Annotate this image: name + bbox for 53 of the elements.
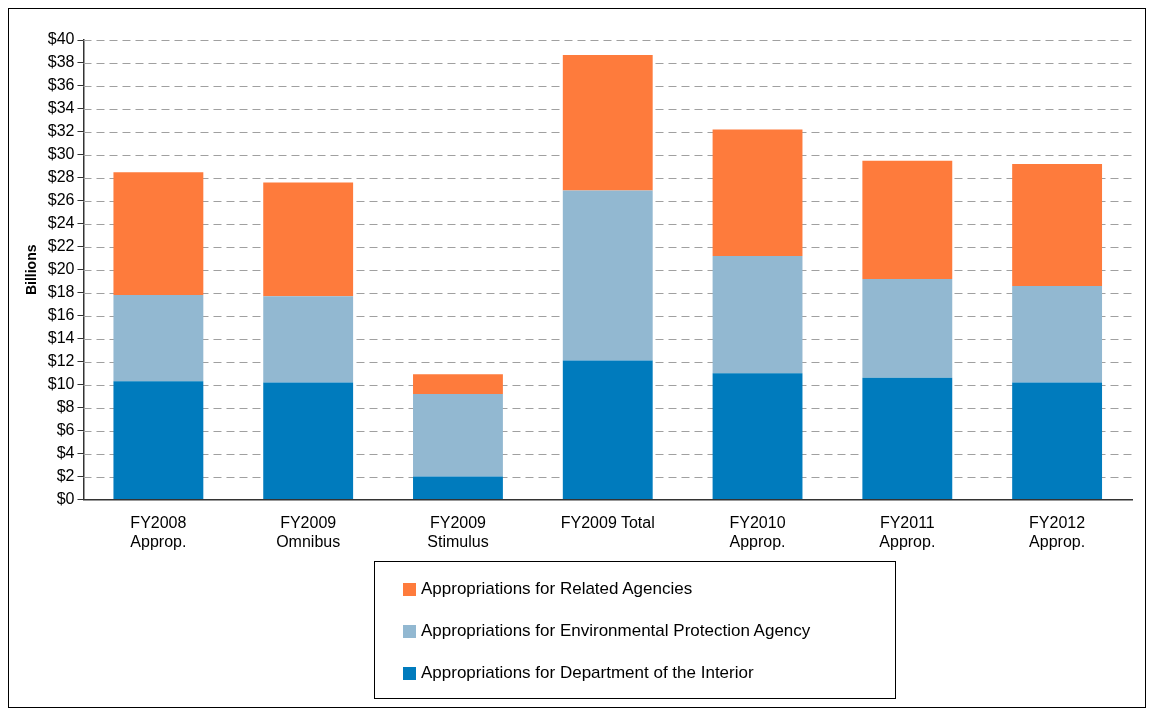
y-tick-label: $18 xyxy=(47,283,75,301)
bar xyxy=(1012,164,1103,286)
y-axis-title: Billions xyxy=(23,244,40,296)
legend-label: Appropriations for Environmental Protection Agency xyxy=(421,621,811,641)
bar xyxy=(263,296,354,383)
bar xyxy=(862,377,953,500)
y-tick-label: $8 xyxy=(56,398,75,416)
x-tick-label: FY2010 Approp. xyxy=(729,513,786,550)
x-tick-label: FY2009 Total xyxy=(560,513,655,531)
bar xyxy=(562,54,653,191)
bar xyxy=(712,129,803,257)
bar xyxy=(862,278,953,378)
bar xyxy=(562,190,653,361)
y-tick-label: $30 xyxy=(47,145,75,163)
legend-label: Appropriations for Department of the Interior xyxy=(421,663,754,683)
y-tick-label: $26 xyxy=(47,191,75,209)
y-tick-label: $22 xyxy=(47,237,75,255)
bar xyxy=(113,295,204,382)
bar xyxy=(712,256,803,374)
y-tick-label: $4 xyxy=(56,444,75,462)
bar xyxy=(562,360,653,500)
y-tick-label: $36 xyxy=(47,76,75,94)
y-tick-label: $20 xyxy=(47,260,75,278)
y-tick-label: $28 xyxy=(47,168,75,186)
x-tick-label: FY2012 Approp. xyxy=(1029,513,1086,550)
y-tick-label: $16 xyxy=(47,306,75,324)
y-tick-label: $32 xyxy=(47,122,75,140)
y-tick-label: $34 xyxy=(47,99,75,117)
legend-label: Appropriations for Related Agencies xyxy=(421,579,693,599)
bar xyxy=(413,374,503,394)
y-tick-label: $6 xyxy=(56,421,75,439)
x-tick-label: FY2009 Stimulus xyxy=(427,513,489,550)
bar xyxy=(712,373,803,500)
y-tick-label: $24 xyxy=(47,214,75,232)
bar xyxy=(413,476,503,500)
y-tick-label: $10 xyxy=(47,375,75,393)
bar xyxy=(113,381,204,500)
y-tick-label: $0 xyxy=(56,490,75,508)
bar xyxy=(862,160,953,279)
x-tick-label: FY2009 Omnibus xyxy=(276,513,341,550)
y-tick-label: $38 xyxy=(47,53,75,71)
bar xyxy=(413,393,503,477)
x-tick-label: FY2011 Approp. xyxy=(879,513,936,550)
bar xyxy=(1012,285,1103,383)
y-tick-label: $14 xyxy=(47,329,75,347)
bar xyxy=(263,182,354,297)
y-tick-label: $40 xyxy=(47,30,75,48)
bar xyxy=(263,382,354,500)
bar xyxy=(113,172,204,296)
x-tick-label: FY2008 Approp. xyxy=(130,513,187,550)
y-tick-label: $2 xyxy=(56,467,75,485)
bar xyxy=(1012,382,1103,500)
y-tick-label: $12 xyxy=(47,352,75,370)
